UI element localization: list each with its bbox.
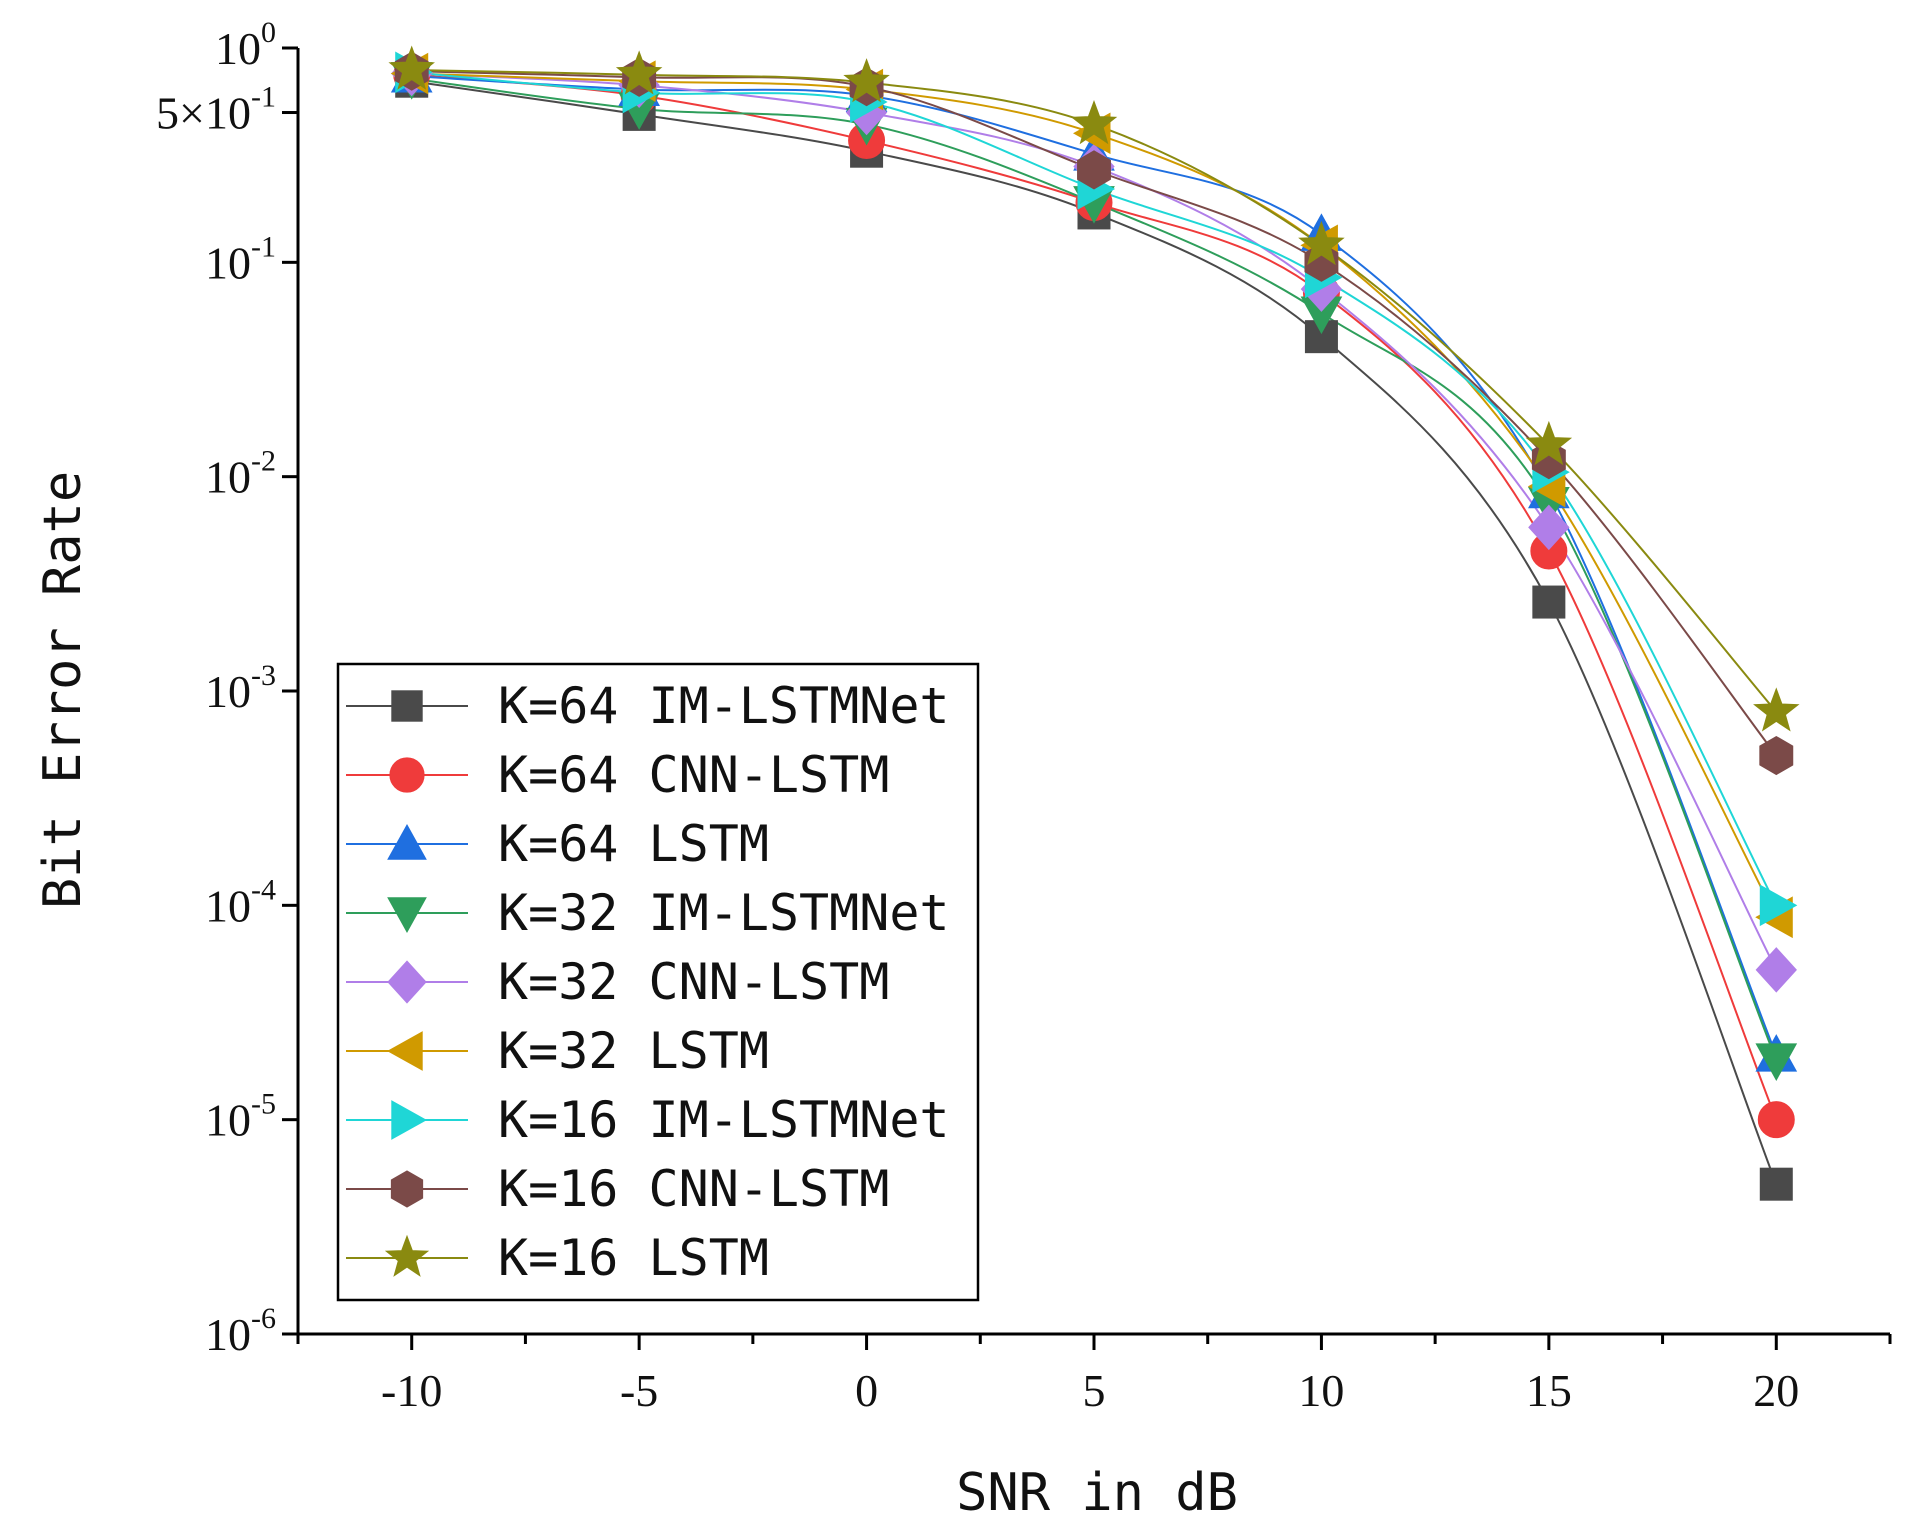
data-point xyxy=(1755,947,1797,993)
data-point xyxy=(1759,884,1798,927)
data-point xyxy=(391,690,423,722)
x-tick-label: -5 xyxy=(620,1365,658,1416)
legend-label: K=16 LSTM xyxy=(498,1229,769,1287)
data-point xyxy=(386,1031,423,1071)
legend-label: K=64 IM-LSTMNet xyxy=(498,677,950,735)
legend-label: K=16 IM-LSTMNet xyxy=(498,1091,950,1149)
data-point xyxy=(391,1100,428,1140)
x-tick-label: 10 xyxy=(1298,1365,1344,1416)
data-point xyxy=(1755,1043,1798,1081)
legend-label: K=64 CNN-LSTM xyxy=(498,746,889,804)
y-tick-label: 10-6 xyxy=(205,1302,276,1360)
data-point xyxy=(390,1170,424,1208)
data-point xyxy=(1298,220,1345,266)
data-point xyxy=(389,757,425,793)
legend-label: K=64 LSTM xyxy=(498,815,769,873)
data-point xyxy=(1759,1167,1793,1201)
x-tick-label: 5 xyxy=(1083,1365,1106,1416)
y-axis-title: Bit Error Rate xyxy=(33,471,93,909)
data-point xyxy=(615,50,663,95)
data-point xyxy=(1077,150,1111,190)
legend: K=64 IM-LSTMNet K=64 CNN-LSTM K=64 LSTM K=3… xyxy=(336,662,980,1302)
data-point xyxy=(384,1234,430,1277)
legend-label: K=32 CNN-LSTM xyxy=(498,953,889,1011)
y-tick-label: 10-4 xyxy=(205,873,276,931)
y-tick-label: 5×10-1 xyxy=(156,81,276,139)
data-point xyxy=(1759,735,1794,776)
data-point xyxy=(1532,585,1566,619)
legend-label: K=32 IM-LSTMNet xyxy=(498,884,950,942)
axes: 100 5×10-1 10-1 10-2 10-3 10-4 10-5 10-6 -10 -5 0 5… xyxy=(156,16,1892,1416)
y-tick-label: 10-5 xyxy=(205,1088,276,1146)
x-tick-label: 15 xyxy=(1526,1365,1572,1416)
x-tick-label: 20 xyxy=(1753,1365,1799,1416)
data-point xyxy=(387,960,427,1004)
data-point xyxy=(1070,99,1118,145)
y-tick-label: 10-3 xyxy=(205,659,276,717)
y-tick-label: 10-1 xyxy=(205,230,276,288)
series-line xyxy=(411,80,1778,1185)
x-axis-title: SNR in dB xyxy=(956,1463,1238,1523)
data-point xyxy=(387,823,427,860)
x-tick-label: -10 xyxy=(381,1365,442,1416)
data-point xyxy=(843,58,890,103)
y-tick-label: 10-2 xyxy=(205,445,276,503)
series-markers xyxy=(388,45,1800,1201)
y-tick-label: 100 xyxy=(215,16,276,74)
data-point xyxy=(388,45,435,90)
data-point xyxy=(1528,504,1570,551)
data-point xyxy=(387,897,427,934)
data-point xyxy=(1753,687,1800,732)
data-point xyxy=(1525,420,1573,466)
legend-label: K=32 LSTM xyxy=(498,1022,769,1080)
x-tick-label: 0 xyxy=(855,1365,878,1416)
legend-label: K=16 CNN-LSTM xyxy=(498,1160,889,1218)
data-point xyxy=(1757,1101,1795,1139)
